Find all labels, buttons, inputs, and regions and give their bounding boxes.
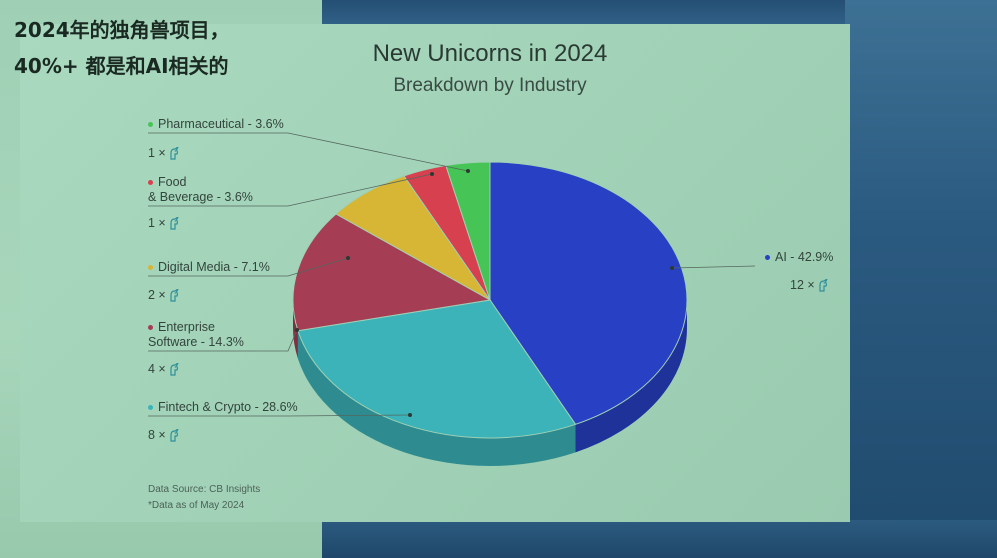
legend-dot-icon [148, 265, 153, 271]
leader-line-5 [148, 132, 469, 172]
legend-dot-icon [148, 405, 153, 411]
slice-label-text: Food & Beverage - 3.6% [148, 175, 253, 204]
slice-label-1: Fintech & Crypto - 28.6% [148, 400, 298, 415]
slice-count-3: 2 × [148, 288, 179, 302]
caption-line-2: 40%+ 都是和AI相关的 [14, 54, 229, 78]
slice-count-5: 1 × [148, 146, 179, 160]
leader-dot-5 [466, 169, 470, 173]
slice-label-text: Enterprise Software - 14.3% [148, 320, 244, 349]
slice-label-text: AI - 42.9% [775, 250, 834, 264]
unicorn-icon [170, 289, 179, 302]
pie-slice-1 [297, 299, 577, 439]
slice-label-text: Pharmaceutical - 3.6% [158, 117, 284, 131]
slice-label-3: Digital Media - 7.1% [148, 260, 270, 275]
slice-label-5: Pharmaceutical - 3.6% [148, 117, 284, 132]
background-right [845, 0, 997, 558]
slice-count-text: 1 × [148, 216, 166, 230]
leader-line-2 [148, 329, 298, 352]
pie-slice-0 [489, 161, 688, 425]
pie-slice-2 [292, 213, 492, 332]
slice-count-4: 1 × [148, 216, 179, 230]
slice-count-text: 2 × [148, 288, 166, 302]
slice-count-1: 8 × [148, 428, 179, 442]
leader-dot-3 [346, 256, 350, 260]
leader-line-0 [671, 265, 756, 269]
unicorn-icon [170, 217, 179, 230]
slice-count-text: 4 × [148, 362, 166, 376]
unicorn-icon [819, 279, 828, 292]
leader-dot-2 [295, 328, 299, 332]
legend-dot-icon [148, 325, 153, 331]
leader-dot-0 [670, 266, 674, 270]
legend-dot-icon [148, 180, 153, 186]
unicorn-icon [170, 429, 179, 442]
legend-dot-icon [765, 255, 770, 261]
caption-overlay: 2024年的独角兽项目， 40%+ 都是和AI相关的 [14, 12, 230, 84]
slice-count-text: 12 × [790, 278, 815, 292]
unicorn-icon [170, 363, 179, 376]
slice-count-0: 12 × [790, 278, 828, 292]
leader-dot-1 [408, 413, 412, 417]
chart-title: New Unicorns in 2024 [372, 40, 608, 67]
source-note: *Data as of May 2024 [148, 500, 245, 511]
slice-count-text: 1 × [148, 146, 166, 160]
leader-dot-4 [430, 172, 434, 176]
pie-side-1 [297, 330, 576, 467]
pie-slice-5 [445, 161, 491, 301]
slice-label-text: Fintech & Crypto - 28.6% [158, 400, 298, 414]
chart-subtitle: Breakdown by Industry [393, 75, 587, 96]
slice-label-4: Food & Beverage - 3.6% [148, 175, 253, 205]
data-source: Data Source: CB Insights *Data as of May… [148, 482, 260, 514]
slice-count-text: 8 × [148, 428, 166, 442]
legend-dot-icon [148, 122, 153, 128]
unicorn-icon [170, 147, 179, 160]
pie-side-0 [575, 300, 687, 453]
leader-line-3 [148, 257, 349, 277]
leader-line-1 [148, 414, 411, 417]
leader-line-4 [148, 173, 433, 207]
slice-label-0: AI - 42.9% [765, 250, 833, 265]
slice-count-2: 4 × [148, 362, 179, 376]
source-text: Data Source: CB Insights [148, 484, 261, 495]
slice-label-text: Digital Media - 7.1% [158, 260, 270, 274]
background-bottom [322, 520, 997, 558]
caption-line-1: 2024年的独角兽项目， [14, 18, 230, 42]
slice-label-2: Enterprise Software - 14.3% [148, 320, 244, 350]
